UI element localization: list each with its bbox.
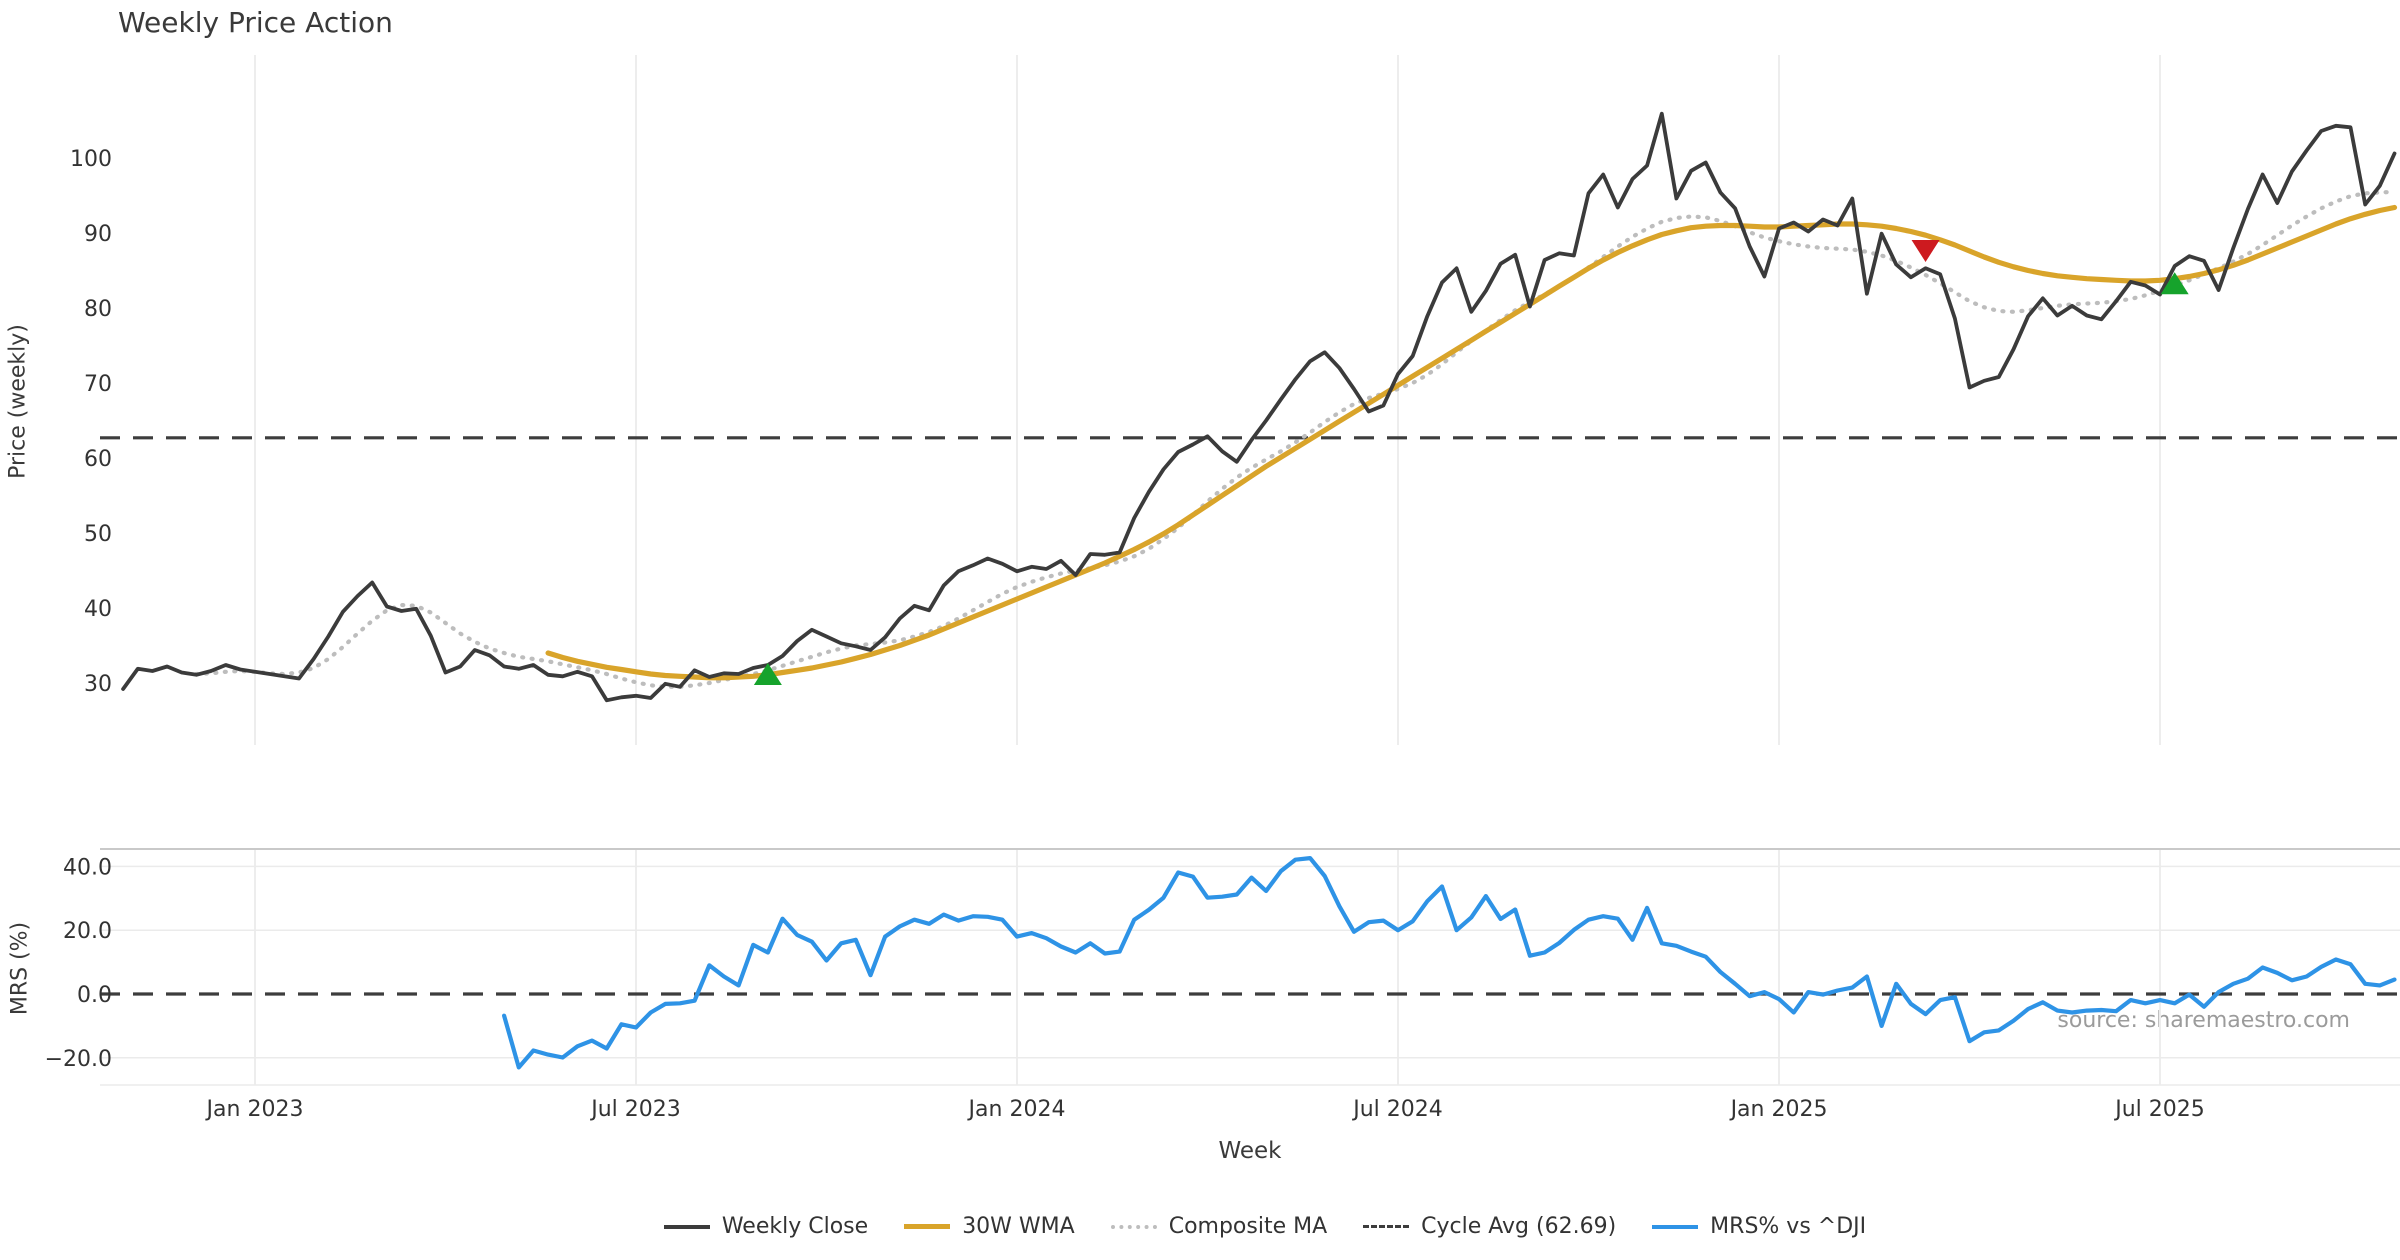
mrs-line [502,855,2397,1070]
mrs-tick-label: 40.0 [63,855,112,880]
price-tick-label: 90 [84,222,112,247]
legend-item-cycle-avg: Cycle Avg (62.69) [1363,1214,1616,1239]
mrs-tick-label: 20.0 [63,919,112,944]
price-tick-label: 40 [84,597,112,622]
mrs-tick-label: −20.0 [45,1047,112,1072]
weekly-close-line [121,111,2397,703]
wma-line [545,204,2398,681]
price-tick-label: 100 [70,147,112,172]
price-tick-label: 80 [84,297,112,322]
date-tick-label: Jan 2024 [967,1097,1066,1122]
mrs-line-swatch [1652,1224,1699,1229]
composite-ma-line [194,189,2397,689]
price-tick-label: 30 [84,672,112,697]
mrs-tick-label: 0.0 [77,983,112,1008]
price-tick-label: 60 [84,447,112,472]
legend: Weekly Close 30W WMA Composite MA Cycle … [465,1214,2065,1239]
date-tick-label: Jan 2025 [1729,1097,1828,1122]
week-axis-label: Week [1218,1138,1282,1164]
chart-title: Weekly Price Action [118,6,393,39]
sell-marker [1911,240,1940,262]
wma-line-swatch [904,1224,951,1229]
buy-marker [753,663,782,685]
price-tick-label: 50 [84,522,112,547]
cycle-avg-line-swatch [1363,1225,1410,1228]
date-tick-label: Jan 2023 [205,1097,304,1122]
date-tick-label: Jul 2025 [2113,1097,2205,1122]
date-tick-label: Jul 2023 [589,1097,681,1122]
date-tick-label: Jul 2024 [1351,1097,1443,1122]
price-tick-label: 70 [84,372,112,397]
legend-item-mrs: MRS% vs ^DJI [1652,1214,1866,1239]
legend-item-weekly-close: Weekly Close [663,1214,868,1239]
weekly-close-line-swatch [663,1224,710,1229]
legend-item-composite-ma: Composite MA [1110,1214,1327,1239]
buy-marker [2160,272,2189,295]
legend-item-30w-wma: 30W WMA [904,1214,1075,1239]
composite-ma-line-swatch [1110,1224,1157,1229]
